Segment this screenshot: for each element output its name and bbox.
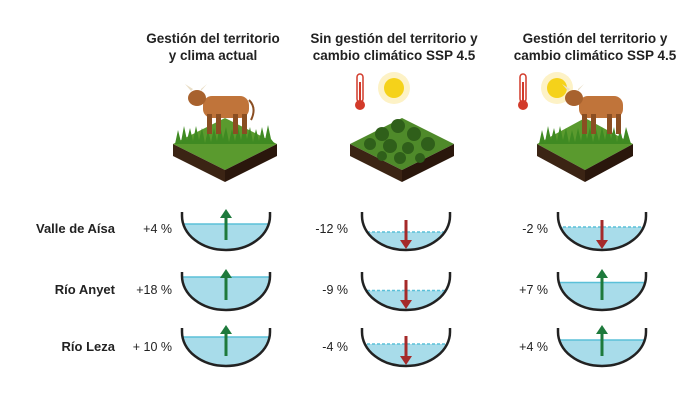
percent-value: + 10 % [132,340,172,354]
water-basin [180,325,272,368]
sun-icon [378,72,410,104]
percent-value: +18 % [136,283,172,297]
basin-outline [180,212,272,252]
percent-value: +4 % [143,222,172,236]
arrow-down-icon [596,220,608,249]
scene-shrubs-climate [350,72,454,182]
basin-outline [556,212,648,252]
water-basin [556,325,648,368]
column-header-no-management: Sin gestión del territorio y cambio clim… [294,30,494,64]
basin-outline [556,272,648,312]
percent-value: -4 % [322,340,348,354]
basin-outline [360,328,452,368]
percent-value: +4 % [519,340,548,354]
arrow-up-icon [220,269,232,300]
percent-value: -2 % [522,222,548,236]
grass-block-icon [173,118,277,182]
percent-value: +7 % [519,283,548,297]
column-title-line2: cambio climático SSP 4.5 [513,48,677,63]
arrow-up-icon [596,269,608,300]
basin-outline [180,328,272,368]
percent-value: -9 % [322,283,348,297]
arrow-down-icon [400,220,412,249]
cow-icon [185,84,255,134]
column-header-management-climate: Gestión del territorio y cambio climátic… [495,30,695,64]
column-title-line2: cambio climático SSP 4.5 [312,48,476,63]
basin-outline [180,272,272,312]
column-title-line1: Sin gestión del territorio y [310,31,478,46]
basin-outline [556,328,648,368]
water-basin [180,269,272,312]
scene-cow-grass [173,84,277,182]
water-basin [556,269,648,312]
water-basin [360,212,452,252]
percent-value: -12 % [315,222,348,236]
column-title-line2: y clima actual [168,48,258,63]
water-basin [360,272,452,312]
arrow-up-icon [596,325,608,356]
water-basin [180,209,272,252]
grass-block-icon [537,118,633,182]
arrow-up-icon [220,209,232,240]
row-label-valle-de-aisa: Valle de Aísa [35,221,115,236]
row-label-rio-anyet: Río Anyet [54,282,115,297]
arrow-down-icon [400,336,412,365]
column-title-line1: Gestión del territorio y [522,31,668,46]
water-basin [556,212,648,252]
basin-outline [360,272,452,312]
column-header-current: Gestión del territorio y clima actual [113,30,313,64]
cow-icon [562,84,623,134]
row-label-rio-leza: Río Leza [61,339,115,354]
basin-outline [360,212,452,252]
thermometer-icon [518,73,528,110]
water-basin [360,328,452,368]
arrow-up-icon [220,325,232,356]
scene-cow-grass-climate [518,72,633,182]
shrub-block-icon [350,118,454,182]
sun-icon [541,72,573,104]
thermometer-icon [355,73,365,110]
column-title-line1: Gestión del territorio [146,31,280,46]
arrow-down-icon [400,280,412,309]
